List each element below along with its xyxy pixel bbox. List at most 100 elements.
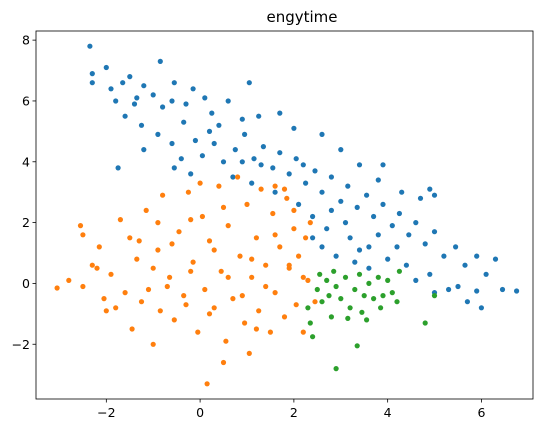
series-3-point <box>396 268 402 274</box>
series-1-point <box>232 147 238 153</box>
series-1-point <box>171 165 177 171</box>
series-2-point <box>101 296 107 302</box>
x-tick-label: −2 <box>97 405 115 420</box>
series-2-point <box>307 220 313 226</box>
series-2-point <box>249 274 255 280</box>
series-2-point <box>281 314 288 320</box>
series-2-point <box>225 274 231 280</box>
series-2-point <box>176 229 182 235</box>
series-2-point <box>206 311 213 317</box>
series-1-point <box>272 189 278 195</box>
series-2-point <box>195 329 201 335</box>
series-1-point <box>324 226 330 232</box>
series-1-point <box>296 201 302 207</box>
series-3-point <box>385 277 391 283</box>
series-2-point <box>89 262 95 268</box>
series-1-point <box>328 174 334 180</box>
series-2-point <box>267 329 273 335</box>
series-1-point <box>441 253 447 259</box>
series-2-point <box>157 308 163 314</box>
scatter-points <box>54 43 520 387</box>
series-2-point <box>244 201 250 207</box>
series-1-point <box>356 162 363 168</box>
series-3-point <box>317 271 323 277</box>
series-3-point <box>352 286 358 293</box>
series-1-point <box>246 80 252 86</box>
series-2-point <box>281 186 288 192</box>
series-2-point <box>167 274 173 280</box>
series-1-point <box>464 299 470 305</box>
series-1-point <box>354 204 360 210</box>
y-tick-label: 0 <box>22 276 30 291</box>
series-2-point <box>129 326 135 332</box>
series-2-point <box>77 223 84 229</box>
series-1-point <box>260 144 266 150</box>
series-1-point <box>249 180 255 186</box>
series-2-point <box>164 283 170 290</box>
series-2-point <box>303 235 309 241</box>
series-1-point <box>474 288 480 294</box>
series-1-point <box>190 86 196 92</box>
series-1-point <box>514 288 520 294</box>
series-1-point <box>499 286 506 293</box>
series-3-point <box>347 305 353 311</box>
series-3-point <box>314 286 320 293</box>
series-1-point <box>431 229 438 235</box>
series-1-point <box>122 113 128 119</box>
series-3-point <box>331 268 337 274</box>
series-1-point <box>171 80 177 86</box>
y-tick-label: 4 <box>22 154 30 169</box>
series-1-point <box>492 256 499 262</box>
series-3-point <box>319 299 325 305</box>
series-2-point <box>143 207 149 213</box>
series-1-point <box>319 189 325 195</box>
series-2-point <box>291 226 297 232</box>
series-2-point <box>188 217 194 223</box>
series-1-point <box>427 186 433 192</box>
series-3-point <box>324 277 330 283</box>
series-1-point <box>183 101 189 107</box>
series-2-point <box>211 247 217 253</box>
x-tick-label: 0 <box>196 405 204 420</box>
series-1-point <box>328 207 334 213</box>
chart-title: engytime <box>266 8 337 26</box>
series-1-point <box>178 156 184 162</box>
series-2-point <box>230 296 236 302</box>
series-1-point <box>181 119 187 125</box>
series-1-point <box>270 165 276 171</box>
series-1-point <box>364 192 370 198</box>
series-2-point <box>235 174 241 180</box>
series-1-point <box>406 232 412 238</box>
series-2-point <box>54 285 60 291</box>
series-2-point <box>169 241 175 247</box>
x-axis-ticks: −2 0 2 4 6 <box>97 399 485 420</box>
series-1-point <box>413 220 419 226</box>
series-2-point <box>263 262 269 268</box>
series-1-point <box>347 235 353 241</box>
series-1-point <box>413 277 419 283</box>
series-2-point <box>291 207 297 213</box>
x-tick-label: 2 <box>290 405 298 420</box>
series-1-point <box>120 80 126 86</box>
series-3-point <box>366 280 372 286</box>
series-2-point <box>284 195 290 201</box>
series-2-point <box>127 235 133 241</box>
series-2-point <box>197 180 203 186</box>
series-1-point <box>453 244 459 250</box>
series-1-point <box>399 189 405 195</box>
series-2-point <box>296 253 302 259</box>
series-1-point <box>422 241 428 247</box>
series-2-point <box>286 262 292 268</box>
series-3-point <box>345 315 351 321</box>
series-1-point <box>403 262 409 268</box>
series-1-point <box>127 74 133 80</box>
series-1-point <box>483 271 489 277</box>
series-1-point <box>319 244 325 250</box>
series-1-point <box>150 92 156 98</box>
series-2-point <box>225 223 231 229</box>
series-1-point <box>141 147 147 153</box>
series-1-point <box>131 101 138 107</box>
series-2-point <box>305 277 311 283</box>
series-1-point <box>380 162 386 168</box>
